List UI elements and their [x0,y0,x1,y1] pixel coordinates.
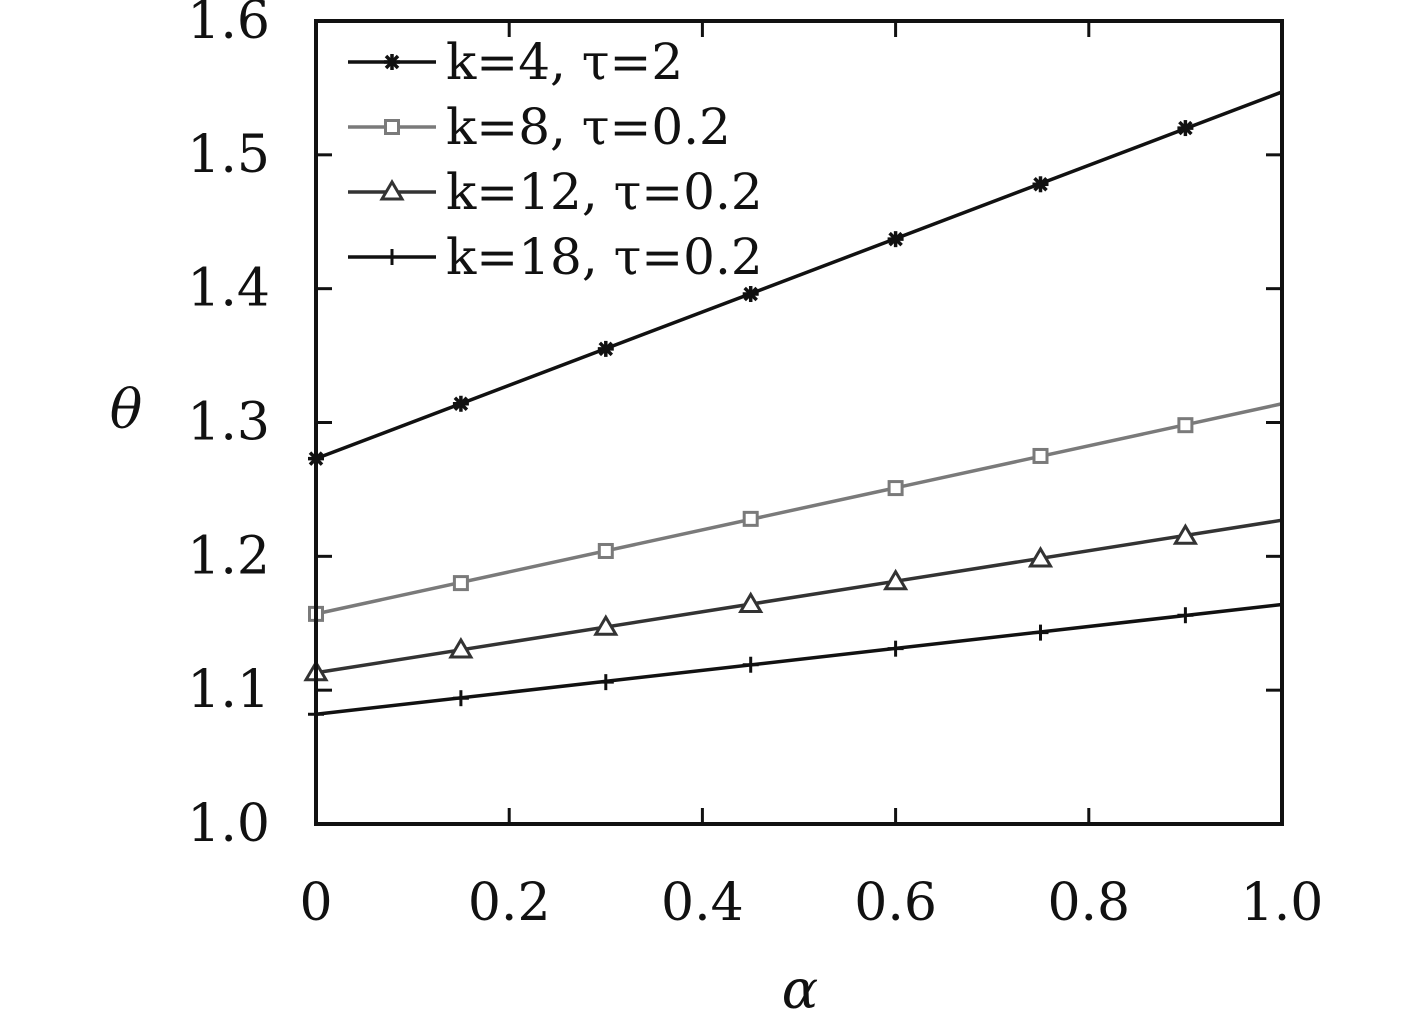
series-3-point-2 [448,637,474,659]
y-tick-label: 1.5 [187,125,270,185]
legend-marker-2 [384,119,400,135]
legend-marker-3 [379,179,405,201]
series-3-point-3 [593,614,619,636]
legend-item-4: k=18, τ=0.2 [348,228,763,286]
series-3-point-4 [738,591,764,614]
series-4-point-4 [742,656,759,673]
y-tick-label: 1.1 [187,660,270,720]
ticks-layer: 0 0.2 0.4 0.6 0.8 1.0 1.0 1.1 1.2 1.3 1.4 1.5 1.6 [187,0,1323,933]
legend: k=4, τ=2 k=8, τ=0.2 k=12, τ=0.2 k=18, τ=0.2 [348,33,763,286]
series-3-point-7 [1172,523,1199,545]
series-line-3 [315,518,1283,675]
legend-label-3: k=12, τ=0.2 [446,163,763,221]
legend-label-1: k=4, τ=2 [446,33,683,91]
x-tick-label: 0 [299,873,332,933]
series-3-point-5 [882,568,909,591]
y-tick-label: 1.3 [187,393,270,453]
y-tick-label: 1.6 [187,0,270,51]
series-1-point-6 [1032,176,1049,193]
series-line-2 [315,402,1283,616]
series-2-point-6 [1032,447,1049,464]
x-axis-title: α [782,958,818,1016]
legend-item-1: k=4, τ=2 [348,33,683,91]
series-2-point-4 [742,510,759,527]
y-axis-title: θ [110,378,143,441]
legend-label-2: k=8, τ=0.2 [446,98,731,156]
series-2-point-3 [597,542,614,559]
x-tick-label: 0.4 [661,873,744,933]
y-tick-label: 1.2 [187,526,270,586]
series-3-point-6 [1027,546,1054,568]
x-tick-label: 0.6 [854,873,937,933]
legend-marker-1 [384,54,400,70]
legend-label-4: k=18, τ=0.2 [446,228,763,286]
y-tick-label: 1.0 [187,794,270,854]
x-tick-label: 1.0 [1241,873,1324,933]
series-1-point-2 [452,395,469,412]
series-layer [303,90,1283,723]
series-1-point-4 [742,286,759,303]
series-line-1 [315,90,1283,461]
x-tick-label: 0.2 [468,873,551,933]
series-2-point-2 [452,575,469,592]
series-1-point-5 [887,231,904,248]
series-1-point-3 [597,340,614,357]
series-2-point-5 [887,480,904,497]
series-4-point-5 [887,640,904,657]
series-1-point-7 [1177,120,1194,137]
series-line-4 [315,602,1283,716]
y-tick-label: 1.4 [187,259,270,319]
legend-item-2: k=8, τ=0.2 [348,98,731,156]
series-4-point-3 [597,674,614,691]
legend-marker-4 [384,249,400,265]
legend-item-3: k=12, τ=0.2 [348,163,763,221]
x-tick-label: 0.8 [1047,873,1130,933]
series-2-point-7 [1177,417,1194,434]
series-4-point-6 [1032,624,1049,641]
series-4-point-2 [452,690,469,707]
series-4-point-7 [1177,607,1194,624]
